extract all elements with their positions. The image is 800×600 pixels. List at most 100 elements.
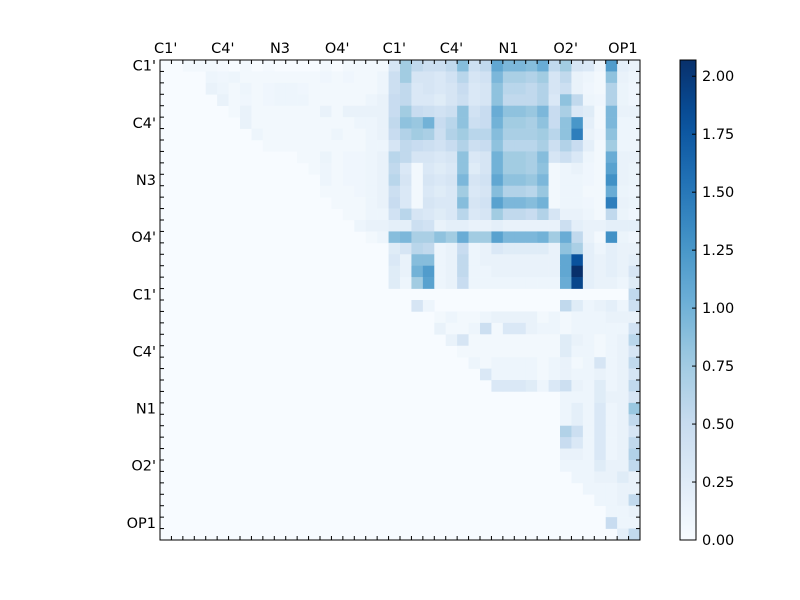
heatmap-cell <box>320 117 332 129</box>
heatmap-cell <box>457 174 469 187</box>
heatmap-cell <box>594 494 607 507</box>
heatmap-cell <box>457 231 469 244</box>
heatmap-cell <box>514 242 527 255</box>
heatmap-cell <box>502 231 515 244</box>
x-tick-label: O4' <box>325 41 350 57</box>
heatmap-cell <box>297 140 309 152</box>
heatmap-cell <box>628 265 641 278</box>
heatmap-cell <box>400 82 412 95</box>
heatmap-cell <box>514 357 527 369</box>
heatmap-cell <box>582 482 595 495</box>
heatmap-cell <box>628 437 641 449</box>
heatmap-cell <box>365 197 378 209</box>
heatmap-cell <box>617 117 629 129</box>
heatmap-cell <box>308 151 321 164</box>
heatmap-cell <box>365 220 378 232</box>
heatmap-cell <box>560 265 572 278</box>
heatmap-cell <box>434 265 447 278</box>
heatmap-cell <box>491 185 504 198</box>
heatmap-cell <box>411 242 424 255</box>
heatmap-cell <box>400 185 412 198</box>
heatmap-cell <box>262 117 275 129</box>
colorbar-tick-label: 1.25 <box>702 243 734 259</box>
heatmap-cell <box>571 277 584 289</box>
colorbar-tick-label: 2.00 <box>702 69 734 85</box>
heatmap-cell <box>594 71 607 84</box>
heatmap-cell <box>571 460 584 472</box>
heatmap-cell <box>365 151 378 164</box>
heatmap-cell <box>560 71 572 84</box>
heatmap-cell <box>617 460 629 472</box>
colorbar <box>679 59 697 541</box>
heatmap-cell <box>491 140 504 152</box>
heatmap-cell <box>582 277 595 289</box>
heatmap-cell <box>377 105 389 118</box>
heatmap-cell <box>605 254 618 267</box>
heatmap-cell <box>480 208 492 221</box>
heatmap-cell <box>331 117 344 129</box>
heatmap-cell <box>605 482 618 495</box>
heatmap-cell <box>354 60 367 72</box>
heatmap-cell <box>320 82 332 95</box>
heatmap-cell <box>594 162 607 175</box>
x-tick-label: OP1 <box>608 41 637 57</box>
heatmap-cell <box>342 82 355 95</box>
heatmap-cell <box>628 528 641 541</box>
heatmap-cell <box>445 140 458 152</box>
heatmap-cell <box>582 460 595 472</box>
heatmap-cell <box>617 380 629 392</box>
heatmap-cell <box>457 82 469 95</box>
heatmap-cell <box>571 380 584 392</box>
heatmap-cell <box>548 151 561 164</box>
heatmap-cell <box>628 517 641 529</box>
heatmap-cell <box>548 117 561 129</box>
heatmap-cell <box>308 94 321 107</box>
heatmap-cell <box>320 105 332 118</box>
heatmap-cell <box>445 254 458 267</box>
heatmap-cell <box>400 162 412 175</box>
heatmap-cell <box>628 322 641 335</box>
heatmap-cell <box>377 128 389 141</box>
heatmap-cell <box>628 482 641 495</box>
heatmap-cell <box>514 265 527 278</box>
heatmap-cell <box>548 254 561 267</box>
heatmap-cell <box>240 94 252 107</box>
heatmap-cell <box>582 94 595 107</box>
heatmap-cell <box>628 357 641 369</box>
heatmap-cell <box>571 117 584 129</box>
heatmap-cell <box>548 380 561 392</box>
heatmap-cell <box>594 334 607 347</box>
heatmap-cell <box>434 117 447 129</box>
heatmap-cell <box>560 357 572 369</box>
heatmap-cell <box>525 105 538 118</box>
heatmap-cell <box>571 471 584 484</box>
heatmap-cell <box>502 105 515 118</box>
y-tick-label: N3 <box>136 173 156 189</box>
heatmap-cell <box>445 151 458 164</box>
heatmap-cell <box>365 105 378 118</box>
heatmap-cell <box>434 128 447 141</box>
heatmap-cell <box>560 322 572 335</box>
heatmap-cell <box>491 242 504 255</box>
heatmap-cell <box>491 174 504 187</box>
heatmap-cell <box>605 517 618 529</box>
heatmap-cell <box>365 140 378 152</box>
heatmap-cell <box>617 162 629 175</box>
heatmap-cell <box>525 162 538 175</box>
heatmap-cell <box>537 174 549 187</box>
heatmap-cell <box>411 105 424 118</box>
heatmap-cell <box>582 208 595 221</box>
heatmap-cell <box>571 140 584 152</box>
heatmap-cell <box>605 414 618 427</box>
heatmap-cell <box>457 208 469 221</box>
heatmap-cell <box>594 437 607 449</box>
heatmap-cell <box>617 391 629 404</box>
heatmap-cell <box>548 368 561 381</box>
heatmap-cell <box>422 220 435 232</box>
heatmap-cell <box>388 185 401 198</box>
heatmap-cell <box>571 300 584 312</box>
heatmap-cell <box>480 140 492 152</box>
heatmap-cell <box>205 71 218 84</box>
y-tick-label: C1' <box>133 59 156 75</box>
heatmap-cell <box>628 448 641 461</box>
